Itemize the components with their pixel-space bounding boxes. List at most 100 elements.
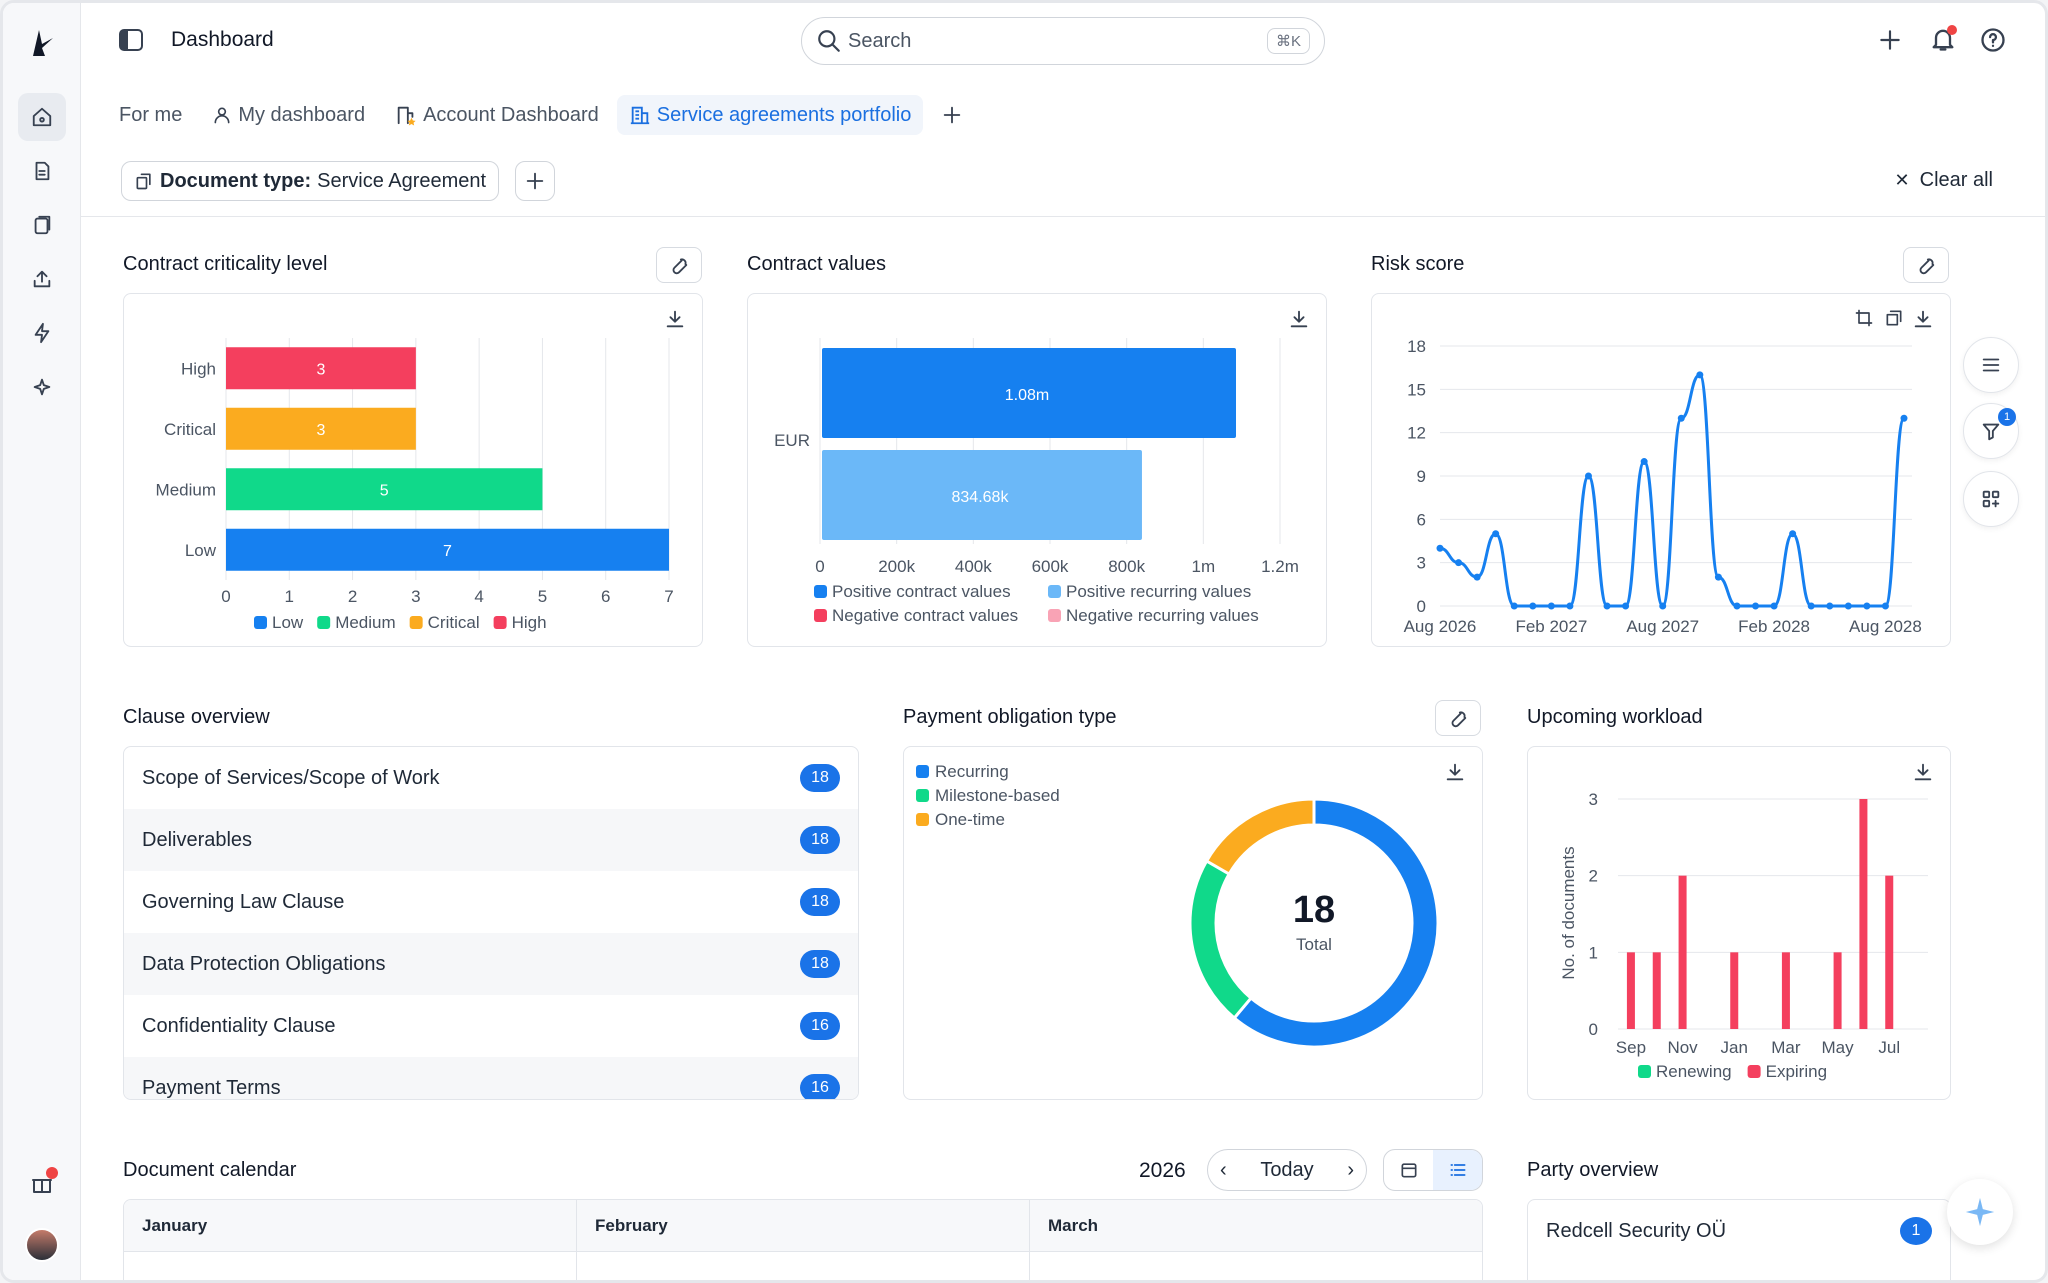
legend-label[interactable]: Milestone-based xyxy=(935,786,1060,805)
download-icon[interactable] xyxy=(664,308,686,335)
list-item[interactable]: Redcell Security OÜ 1 xyxy=(1528,1200,1950,1262)
tab-service-agreements[interactable]: Service agreements portfolio xyxy=(616,95,924,135)
legend-label[interactable]: One-time xyxy=(935,810,1005,829)
help-icon[interactable] xyxy=(1979,26,2007,59)
list-item[interactable]: Governing Law Clause 18 xyxy=(124,871,858,933)
data-point[interactable] xyxy=(1844,602,1852,610)
wrench-icon[interactable] xyxy=(656,247,702,283)
search-bar[interactable]: Search ⌘K xyxy=(801,17,1325,65)
download-icon[interactable] xyxy=(1912,308,1934,335)
data-point[interactable] xyxy=(1752,602,1760,610)
list-view-icon[interactable] xyxy=(1963,337,2019,393)
data-point[interactable] xyxy=(1455,559,1463,567)
calendar-view-icon[interactable] xyxy=(1384,1150,1433,1190)
ai-assistant-button[interactable] xyxy=(1947,1179,2013,1245)
legend-label[interactable]: High xyxy=(512,613,547,632)
data-point[interactable] xyxy=(1696,371,1704,379)
documents-icon[interactable] xyxy=(18,147,66,195)
bar[interactable] xyxy=(1859,799,1868,1029)
data-point[interactable] xyxy=(1714,573,1722,581)
list-item[interactable]: Data Protection Obligations 18 xyxy=(124,933,858,995)
upload-icon[interactable] xyxy=(18,255,66,303)
download-icon[interactable] xyxy=(1288,308,1310,335)
templates-icon[interactable] xyxy=(18,201,66,249)
tab-account-dashboard[interactable]: Account Dashboard xyxy=(383,95,611,135)
legend-label[interactable]: Positive recurring values xyxy=(1066,582,1251,601)
filter-icon[interactable]: 1 xyxy=(1963,403,2019,459)
data-point[interactable] xyxy=(1881,602,1889,610)
sparkles-icon[interactable] xyxy=(18,363,66,411)
chevron-left-icon[interactable]: ‹ xyxy=(1220,1158,1227,1181)
chevron-right-icon[interactable]: › xyxy=(1347,1158,1354,1181)
data-point[interactable] xyxy=(1547,602,1555,610)
data-point[interactable] xyxy=(1733,602,1741,610)
legend-label[interactable]: Critical xyxy=(428,613,480,632)
bar[interactable] xyxy=(226,468,543,511)
data-point[interactable] xyxy=(1473,573,1481,581)
sidebar-toggle-icon[interactable] xyxy=(119,29,143,51)
list-item[interactable]: Payment Terms 16 xyxy=(124,1057,858,1099)
add-widget-icon[interactable] xyxy=(1963,471,2019,527)
bar[interactable] xyxy=(1730,952,1739,1029)
download-icon[interactable] xyxy=(1912,761,1934,788)
donut-slice[interactable] xyxy=(1232,797,1440,1049)
data-point[interactable] xyxy=(1659,602,1667,610)
bell-icon[interactable] xyxy=(1929,25,1957,58)
list-view-icon[interactable] xyxy=(1433,1150,1482,1190)
wrench-icon[interactable] xyxy=(1435,700,1481,736)
tab-my-dashboard[interactable]: My dashboard xyxy=(200,95,377,135)
today-button[interactable]: Today xyxy=(1260,1158,1314,1181)
list-item[interactable]: Deliverables 18 xyxy=(124,809,858,871)
legend-label[interactable]: Expiring xyxy=(1766,1062,1827,1081)
bar[interactable] xyxy=(1833,952,1842,1029)
document-type-filter-chip[interactable]: Document type: Service Agreement xyxy=(121,161,500,201)
data-point[interactable] xyxy=(1807,602,1815,610)
zoom-icon[interactable] xyxy=(1854,308,1874,333)
zoom-reset-icon[interactable] xyxy=(1884,308,1904,333)
list-item[interactable]: Confidentiality Clause 16 xyxy=(124,995,858,1057)
clear-all-button[interactable]: ✕ Clear all xyxy=(1895,169,1993,192)
data-point[interactable] xyxy=(1436,544,1444,552)
bar[interactable] xyxy=(822,348,1236,438)
list-item[interactable]: Scope of Services/Scope of Work 18 xyxy=(124,747,858,809)
donut-slice[interactable] xyxy=(1188,858,1254,1021)
data-point[interactable] xyxy=(1826,602,1834,610)
gift-icon[interactable] xyxy=(18,1159,66,1207)
bar[interactable] xyxy=(1678,875,1687,1029)
bar[interactable] xyxy=(226,407,416,450)
add-icon[interactable] xyxy=(1877,27,1903,58)
lightning-icon[interactable] xyxy=(18,309,66,357)
data-point[interactable] xyxy=(1622,602,1630,610)
bar[interactable] xyxy=(1885,875,1894,1029)
data-point[interactable] xyxy=(1492,530,1500,538)
data-point[interactable] xyxy=(1510,602,1518,610)
data-point[interactable] xyxy=(1529,602,1537,610)
tab-for-me[interactable]: For me xyxy=(107,95,194,135)
bar[interactable] xyxy=(1652,952,1661,1029)
legend-label[interactable]: Negative contract values xyxy=(832,606,1018,625)
legend-label[interactable]: Negative recurring values xyxy=(1066,606,1259,625)
download-icon[interactable] xyxy=(1444,761,1466,788)
logo-icon[interactable] xyxy=(18,19,66,67)
data-point[interactable] xyxy=(1566,602,1574,610)
data-point[interactable] xyxy=(1770,602,1778,610)
legend-label[interactable]: Low xyxy=(272,613,304,632)
legend-label[interactable]: Renewing xyxy=(1656,1062,1732,1081)
legend-label[interactable]: Medium xyxy=(335,613,395,632)
data-point[interactable] xyxy=(1863,602,1871,610)
data-point[interactable] xyxy=(1900,414,1908,422)
add-filter-button[interactable] xyxy=(515,161,555,201)
bar[interactable] xyxy=(226,347,416,390)
data-point[interactable] xyxy=(1677,414,1685,422)
legend-label[interactable]: Positive contract values xyxy=(832,582,1011,601)
data-point[interactable] xyxy=(1603,602,1611,610)
add-tab-button[interactable] xyxy=(929,95,975,135)
donut-slice[interactable] xyxy=(1204,797,1316,877)
bar[interactable] xyxy=(226,528,669,571)
data-point[interactable] xyxy=(1789,530,1797,538)
home-icon[interactable] xyxy=(18,93,66,141)
bar[interactable] xyxy=(1626,952,1635,1029)
avatar[interactable] xyxy=(18,1221,66,1269)
data-point[interactable] xyxy=(1640,458,1648,466)
bar[interactable] xyxy=(1781,952,1790,1029)
